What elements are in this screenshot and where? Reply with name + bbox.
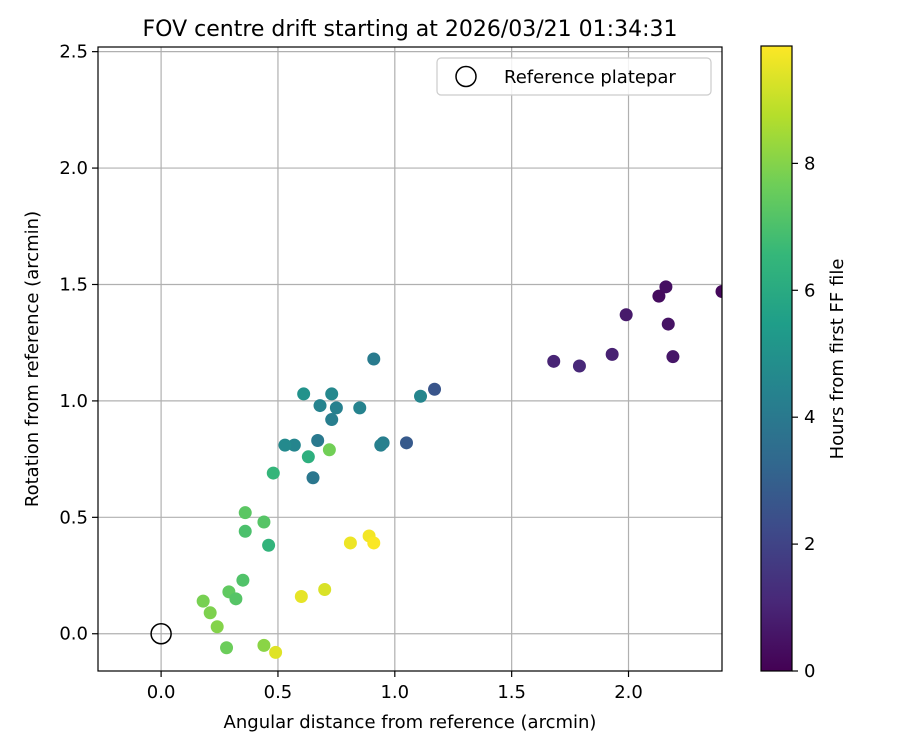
data-point bbox=[325, 387, 339, 401]
plot-area-frame bbox=[97, 46, 723, 672]
y-tick-label: 0.5 bbox=[59, 507, 88, 528]
colorbar-tick-label: 6 bbox=[804, 280, 815, 301]
data-point bbox=[374, 438, 388, 452]
data-point bbox=[203, 606, 217, 620]
y-tick-label: 2.0 bbox=[59, 158, 88, 179]
y-tick-label: 1.5 bbox=[59, 274, 88, 295]
x-axis-label: Angular distance from reference (arcmin) bbox=[224, 712, 597, 733]
data-point bbox=[572, 359, 586, 373]
legend-label-reference: Reference platepar bbox=[504, 67, 676, 88]
y-tick-label: 2.5 bbox=[59, 42, 88, 63]
x-tick-label: 1.0 bbox=[380, 682, 409, 703]
y-tick-label: 1.0 bbox=[59, 391, 88, 412]
data-point bbox=[329, 401, 343, 415]
colorbar-label: Hours from first FF file bbox=[827, 259, 848, 460]
data-point bbox=[306, 471, 320, 485]
data-point bbox=[262, 538, 276, 552]
data-point bbox=[399, 436, 413, 450]
data-points bbox=[196, 280, 722, 659]
data-point bbox=[428, 382, 442, 396]
data-point bbox=[257, 638, 271, 652]
data-point bbox=[659, 280, 673, 294]
data-point bbox=[367, 536, 381, 550]
data-point bbox=[313, 399, 327, 413]
x-tick-label: 1.5 bbox=[497, 682, 526, 703]
colorbar-tick-label: 4 bbox=[804, 407, 815, 428]
data-point bbox=[605, 347, 619, 361]
data-point bbox=[318, 583, 332, 597]
x-tick-label: 0.0 bbox=[147, 682, 176, 703]
colorbar-ticks: 0 2 4 6 8 bbox=[792, 153, 815, 682]
grid-lines bbox=[98, 47, 722, 671]
x-tick-label: 0.5 bbox=[264, 682, 293, 703]
data-point bbox=[322, 443, 336, 457]
colorbar-tick-label: 2 bbox=[804, 534, 815, 555]
data-point bbox=[238, 506, 252, 520]
data-point bbox=[547, 354, 561, 368]
data-point bbox=[367, 352, 381, 366]
data-point bbox=[236, 573, 250, 587]
legend-marker-reference bbox=[455, 65, 477, 88]
x-axis-ticks: 0.0 0.5 1.0 1.5 2.0 bbox=[147, 671, 643, 703]
data-point bbox=[652, 289, 666, 303]
data-point bbox=[414, 389, 428, 403]
colorbar-tick-label: 0 bbox=[804, 661, 815, 682]
data-point bbox=[278, 438, 292, 452]
y-axis-ticks: 0.0 0.5 1.0 1.5 2.0 2.5 bbox=[59, 42, 98, 645]
data-point bbox=[220, 641, 234, 655]
chart-title: FOV centre drift starting at 2026/03/21 … bbox=[143, 17, 678, 42]
data-point bbox=[343, 536, 357, 550]
colorbar-gradient bbox=[760, 45, 793, 672]
data-point bbox=[353, 401, 367, 415]
data-point bbox=[661, 317, 675, 331]
data-point bbox=[287, 438, 301, 452]
data-point bbox=[210, 620, 224, 634]
y-tick-label: 0.0 bbox=[59, 624, 88, 645]
reference-marker bbox=[150, 622, 172, 645]
data-point bbox=[257, 515, 271, 529]
data-point bbox=[294, 589, 308, 603]
data-point bbox=[196, 594, 210, 608]
data-point bbox=[269, 645, 283, 659]
legend-box bbox=[436, 57, 712, 96]
data-point bbox=[301, 450, 315, 464]
data-point bbox=[229, 592, 243, 606]
reference-marker-layer bbox=[150, 622, 172, 645]
colorbar-tick-label: 8 bbox=[804, 153, 815, 174]
x-tick-label: 2.0 bbox=[614, 682, 643, 703]
data-point bbox=[297, 387, 311, 401]
data-point bbox=[666, 350, 680, 364]
colorbar: 0 2 4 6 8 Hours from first FF file bbox=[760, 45, 848, 682]
data-point bbox=[715, 284, 722, 298]
legend: Reference platepar bbox=[436, 57, 712, 96]
data-point bbox=[619, 308, 633, 322]
y-axis-label: Rotation from reference (arcmin) bbox=[22, 211, 43, 507]
data-point bbox=[311, 433, 325, 447]
data-point bbox=[325, 413, 339, 427]
data-point bbox=[266, 466, 280, 480]
data-point bbox=[238, 524, 252, 538]
